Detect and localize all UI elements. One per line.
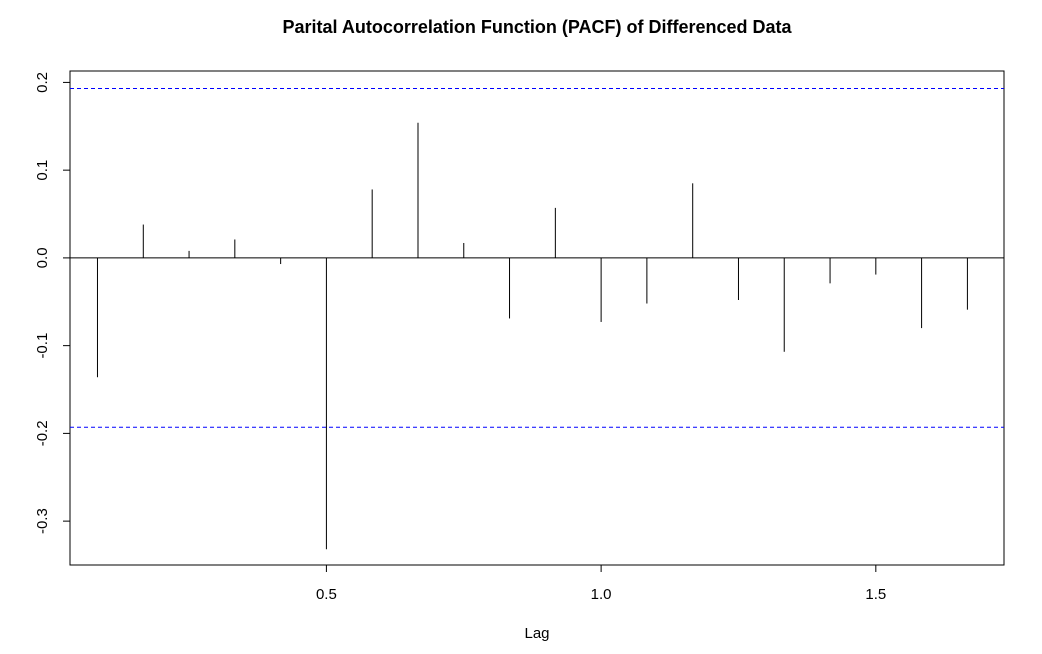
y-tick-label: 0.1 bbox=[34, 160, 51, 181]
y-axis: -0.3 -0.2 -0.1 0.0 0.1 0.2 bbox=[34, 72, 70, 534]
plot-frame bbox=[69, 70, 1005, 566]
y-tick-label: 0.0 bbox=[34, 247, 51, 268]
pacf-bars bbox=[96, 122, 968, 550]
y-tick-label: -0.1 bbox=[34, 333, 51, 359]
x-tick-label: 1.5 bbox=[865, 586, 886, 603]
y-tick-label: -0.2 bbox=[34, 420, 51, 446]
x-axis: 0.5 1.0 1.5 bbox=[316, 565, 886, 603]
x-axis-label: Lag bbox=[524, 625, 549, 642]
y-tick-label: -0.3 bbox=[34, 508, 51, 534]
x-tick-label: 1.0 bbox=[591, 586, 612, 603]
y-tick-label: 0.2 bbox=[34, 72, 51, 93]
x-tick-label: 0.5 bbox=[316, 586, 337, 603]
chart-title: Parital Autocorrelation Function (PACF) … bbox=[282, 17, 792, 37]
